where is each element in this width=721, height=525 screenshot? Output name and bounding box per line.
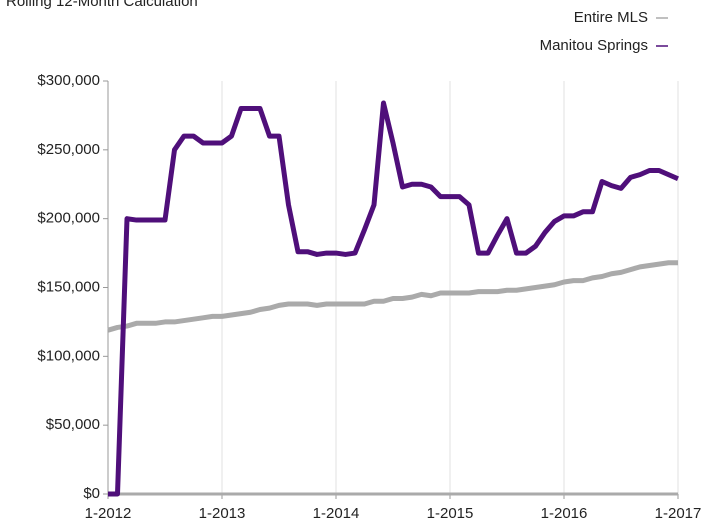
y-tick-label: $0 bbox=[83, 485, 100, 502]
legend-label: Entire MLS bbox=[574, 9, 648, 26]
y-tick-label: $150,000 bbox=[37, 278, 100, 295]
x-tick-label: 1-2017 bbox=[655, 505, 702, 522]
series-line bbox=[107, 260, 678, 333]
x-tick-label: 1-2016 bbox=[541, 505, 588, 522]
x-tick-label: 1-2015 bbox=[427, 505, 474, 522]
y-tick-label: $200,000 bbox=[37, 210, 100, 227]
y-tick-label: $100,000 bbox=[37, 347, 100, 364]
x-tick-label: 1-2013 bbox=[199, 505, 246, 522]
y-tick-label: $250,000 bbox=[37, 141, 100, 158]
x-tick-label: 1-2014 bbox=[313, 505, 360, 522]
x-tick-label: 1-2012 bbox=[85, 505, 132, 522]
chart-subtitle: Rolling 12-Month Calculation bbox=[6, 0, 198, 10]
legend-label: Manitou Springs bbox=[540, 37, 648, 54]
y-tick-label: $300,000 bbox=[37, 72, 100, 89]
y-tick-label: $50,000 bbox=[46, 416, 100, 433]
series-line bbox=[108, 100, 679, 497]
